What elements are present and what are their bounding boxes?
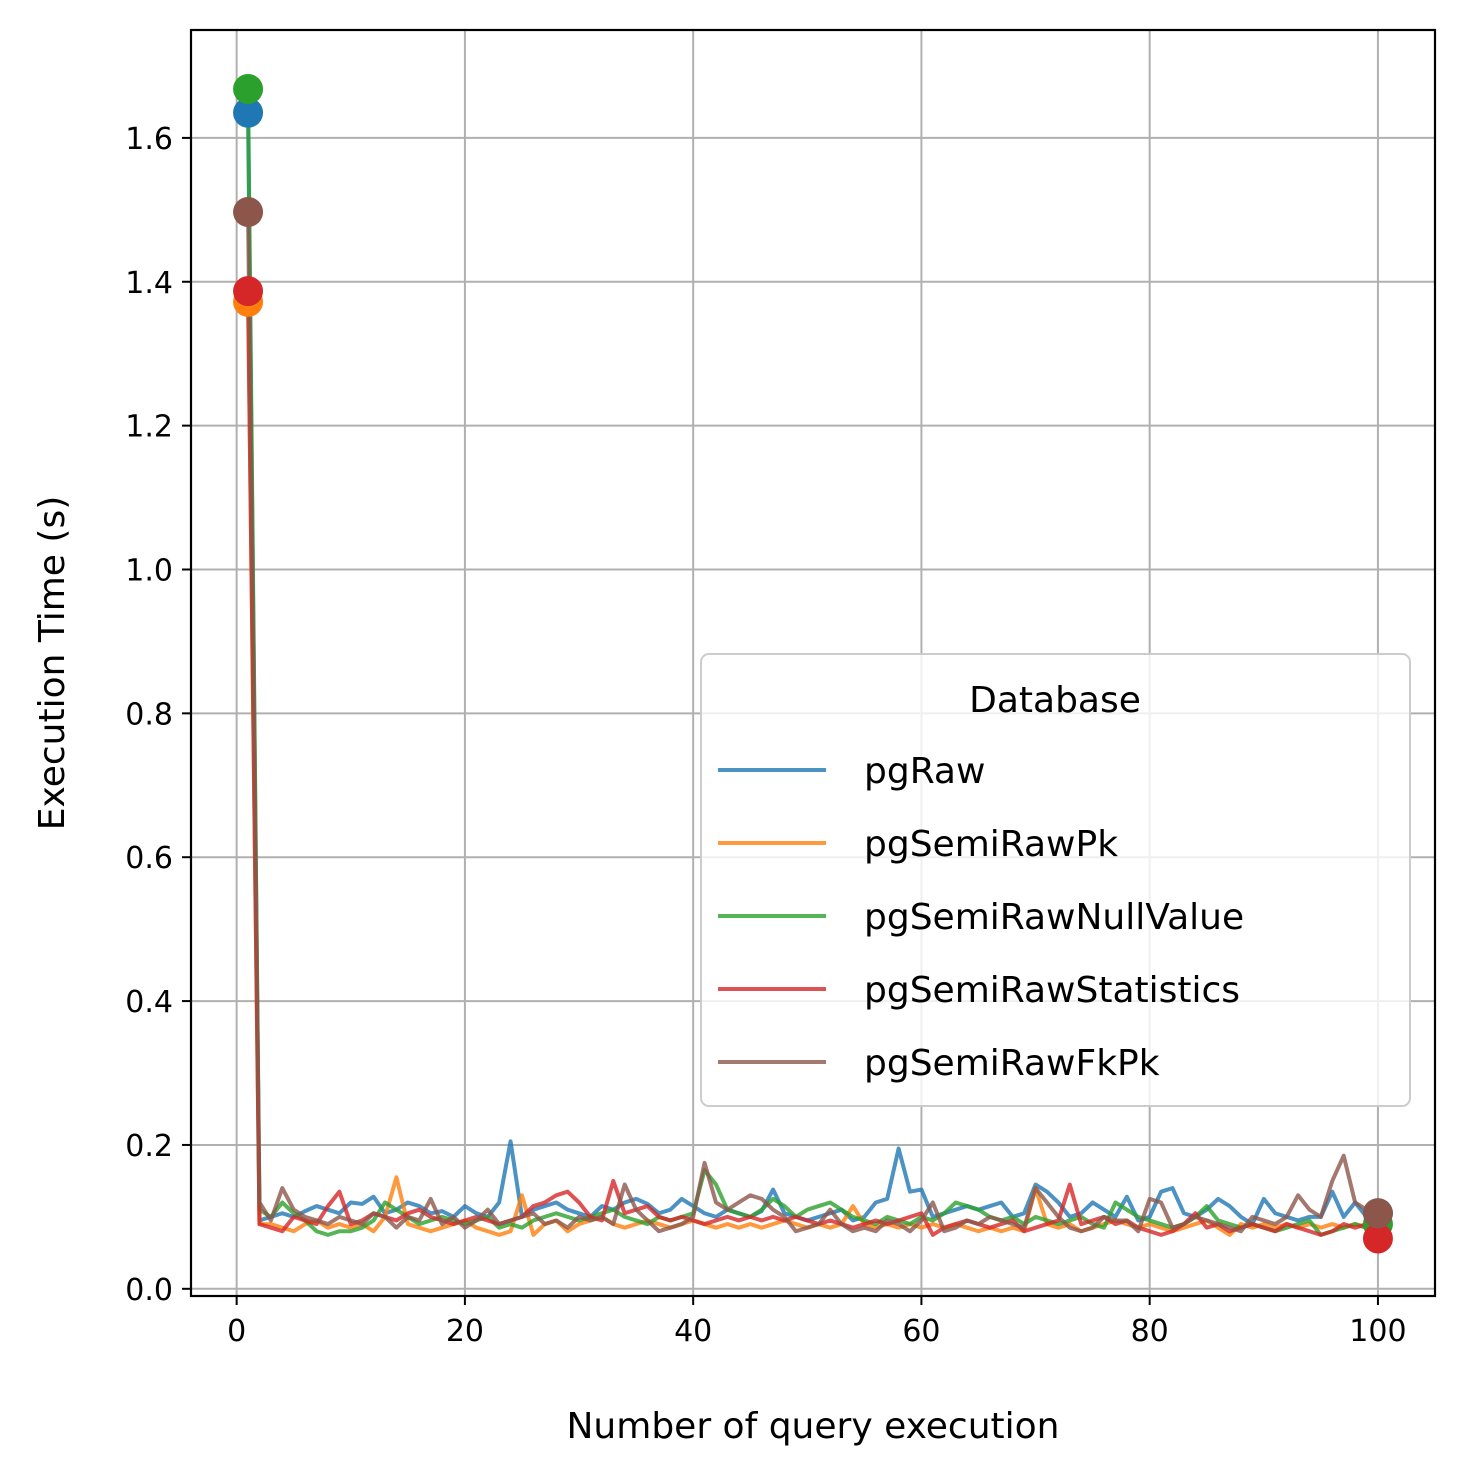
y-axis-label: Execution Time (s) [32, 496, 73, 831]
markers-layer [233, 73, 1393, 1254]
first-marker-pgSemiRawStatistics [233, 276, 264, 307]
first-marker-pgSemiRawNullValue [233, 73, 264, 104]
y-tick-label: 0.0 [125, 1273, 173, 1308]
y-tick-label: 0.8 [125, 697, 173, 732]
legend-box [700, 653, 1411, 1107]
first-marker-pgRaw [233, 97, 264, 128]
x-tick-label: 80 [1131, 1314, 1169, 1349]
x-tick-label: 0 [227, 1314, 246, 1349]
legend-label-pgSemiRawNullValue: pgSemiRawNullValue [864, 897, 1244, 938]
y-tick-label: 0.6 [125, 841, 173, 876]
y-tick-label: 0.4 [125, 985, 173, 1020]
x-tick-label: 20 [446, 1314, 484, 1349]
legend-title: Database [969, 680, 1141, 721]
legend-label-pgSemiRawPk: pgSemiRawPk [864, 824, 1118, 865]
x-tick-label: 40 [674, 1314, 712, 1349]
last-marker-pgSemiRawFkPk [1362, 1198, 1393, 1229]
y-axis-ticks: 0.0 0.2 0.4 0.6 0.8 1.0 1.2 1.4 1.6 [125, 122, 191, 1308]
x-axis-label: Number of query execution [567, 1406, 1060, 1447]
y-tick-label: 1.4 [125, 266, 173, 301]
series-layer [246, 88, 1380, 1240]
x-axis-ticks: 0 20 40 60 80 100 [227, 1296, 1407, 1349]
legend: Database pgRaw pgSemiRawPk pgSemiRawNullVa… [700, 653, 1411, 1107]
y-tick-label: 1.2 [125, 410, 173, 445]
plot-frame [189, 28, 1437, 1298]
x-tick-label: 100 [1349, 1314, 1406, 1349]
x-tick-label: 60 [902, 1314, 940, 1349]
y-tick-label: 1.6 [125, 122, 173, 157]
last-marker-pgSemiRawStatistics [1362, 1223, 1393, 1254]
first-marker-pgSemiRawFkPk [233, 196, 264, 227]
y-tick-label: 0.2 [125, 1129, 173, 1164]
legend-items: pgRaw pgSemiRawPk pgSemiRawNullValue pgSemi… [718, 751, 1244, 1084]
legend-label-pgSemiRawFkPk: pgSemiRawFkPk [864, 1043, 1160, 1084]
legend-label-pgRaw: pgRaw [864, 751, 985, 792]
legend-label-pgSemiRawStatistics: pgSemiRawStatistics [864, 970, 1240, 1011]
series-line-pgSemiRawFkPk [246, 211, 1379, 1234]
y-tick-label: 1.0 [125, 553, 173, 588]
